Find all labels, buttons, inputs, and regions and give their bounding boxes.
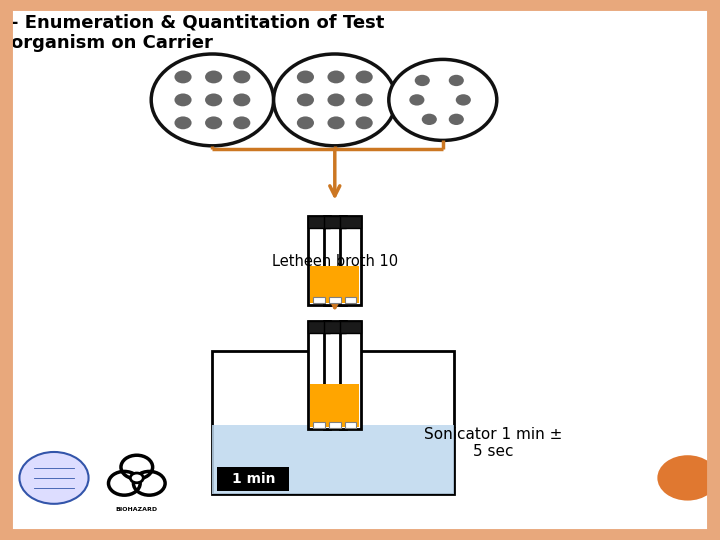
Circle shape [356, 71, 373, 83]
Circle shape [174, 93, 192, 106]
Bar [212, 351, 454, 494]
Circle shape [130, 473, 143, 483]
Bar [324, 321, 346, 429]
Circle shape [389, 59, 497, 140]
Circle shape [205, 93, 222, 106]
Circle shape [449, 75, 464, 86]
Bar [329, 298, 341, 303]
Text: Sonicator 1 min ±
5 sec: Sonicator 1 min ± 5 sec [424, 427, 562, 459]
Circle shape [328, 93, 345, 106]
Circle shape [297, 93, 314, 106]
Bar [308, 321, 330, 429]
Bar [308, 321, 330, 333]
Circle shape [409, 94, 425, 106]
Bar [340, 216, 361, 228]
Bar [340, 321, 361, 429]
Bar [340, 216, 361, 305]
Bar [342, 384, 359, 427]
Bar [212, 426, 454, 494]
Circle shape [328, 117, 345, 129]
Circle shape [356, 117, 373, 129]
Circle shape [233, 71, 251, 83]
Circle shape [151, 54, 274, 146]
Bar [217, 467, 289, 491]
Circle shape [422, 114, 437, 125]
Circle shape [456, 94, 471, 106]
Bar [310, 266, 328, 303]
Bar [340, 321, 361, 333]
Bar [324, 216, 346, 228]
Bar [345, 298, 356, 303]
Circle shape [174, 71, 192, 83]
Circle shape [233, 93, 251, 106]
Circle shape [297, 71, 314, 83]
Circle shape [657, 455, 718, 501]
Bar [326, 384, 343, 427]
Circle shape [274, 54, 396, 146]
Circle shape [415, 75, 430, 86]
Bar [324, 216, 346, 305]
Circle shape [297, 117, 314, 129]
Circle shape [205, 117, 222, 129]
Bar [324, 321, 346, 333]
Circle shape [449, 114, 464, 125]
Circle shape [328, 71, 345, 83]
Text: BIOHAZARD: BIOHAZARD [116, 507, 158, 511]
Bar [342, 266, 359, 303]
Circle shape [19, 452, 89, 504]
Circle shape [356, 93, 373, 106]
Bar [326, 266, 343, 303]
Bar [313, 298, 325, 303]
Bar [308, 216, 330, 228]
Bar [308, 216, 330, 305]
Circle shape [233, 117, 251, 129]
Bar [345, 422, 356, 428]
Text: 1 min: 1 min [232, 472, 275, 486]
Text: - Enumeration & Quantitation of Test
organism on Carrier: - Enumeration & Quantitation of Test org… [11, 14, 384, 52]
Text: Letheen broth 10
mL: Letheen broth 10 mL [271, 254, 398, 286]
Bar [329, 422, 341, 428]
Bar [310, 384, 328, 427]
Bar [313, 422, 325, 428]
Circle shape [205, 71, 222, 83]
Circle shape [174, 117, 192, 129]
